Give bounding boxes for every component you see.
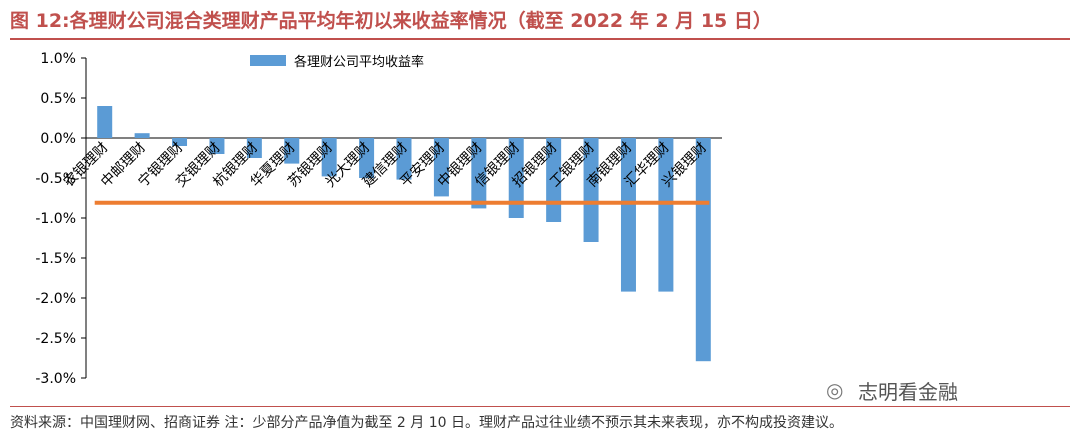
bar: [508, 138, 524, 218]
source-note: 资料来源：中国理财网、招商证券 注：少部分产品净值为截至 2 月 10 日。理财…: [10, 415, 843, 431]
bar: [97, 106, 113, 138]
bar: [620, 138, 636, 292]
title-divider: [10, 38, 1070, 40]
bar-chart: 1.0% 0.5% 0.0% -0.5% -1.0% -1.5% -2.0% -2.5% -3.…: [35, 51, 722, 387]
bar: [658, 138, 674, 292]
y-tick-label: -2.0%: [35, 291, 76, 307]
bar: [284, 138, 300, 164]
y-axis: 1.0% 0.5% 0.0% -0.5% -1.0% -1.5% -2.0% -2.5% -3.…: [35, 51, 722, 387]
y-tick-label: -1.0%: [35, 211, 76, 227]
y-tick-label: -1.5%: [35, 251, 76, 267]
y-tick-label: -2.5%: [35, 331, 76, 347]
legend-swatch: [250, 55, 286, 66]
bar: [583, 138, 599, 242]
bar: [433, 138, 449, 197]
bar: [359, 138, 375, 178]
bar: [172, 138, 188, 146]
bar: [246, 138, 262, 158]
watermark-text: 志明看金融: [858, 380, 958, 404]
footer-divider: [10, 406, 1070, 407]
bar: [396, 138, 412, 180]
legend: 各理财公司平均收益率: [250, 54, 424, 70]
bar: [209, 138, 225, 154]
y-tick-label: 0.5%: [40, 91, 76, 107]
bar: [471, 138, 487, 209]
bar: [134, 133, 150, 138]
y-tick-label: 1.0%: [40, 51, 76, 67]
bar: [695, 138, 711, 362]
bars-group: [97, 106, 711, 362]
bar: [321, 138, 337, 177]
wechat-icon: ◎: [826, 378, 844, 402]
legend-label: 各理财公司平均收益率: [294, 54, 424, 70]
figure-title: 图 12:各理财公司混合类理财产品平均年初以来收益率情况（截至 2022 年 2…: [10, 10, 772, 32]
category-labels: 农银理财中邮理财宁银理财交银理财杭银理财华夏理财苏银理财光大理财建信理财平安理财…: [61, 139, 710, 191]
y-tick-label: 0.0%: [40, 131, 76, 147]
y-tick-label: -3.0%: [35, 371, 76, 387]
y-tick-label: -0.5%: [35, 171, 76, 187]
